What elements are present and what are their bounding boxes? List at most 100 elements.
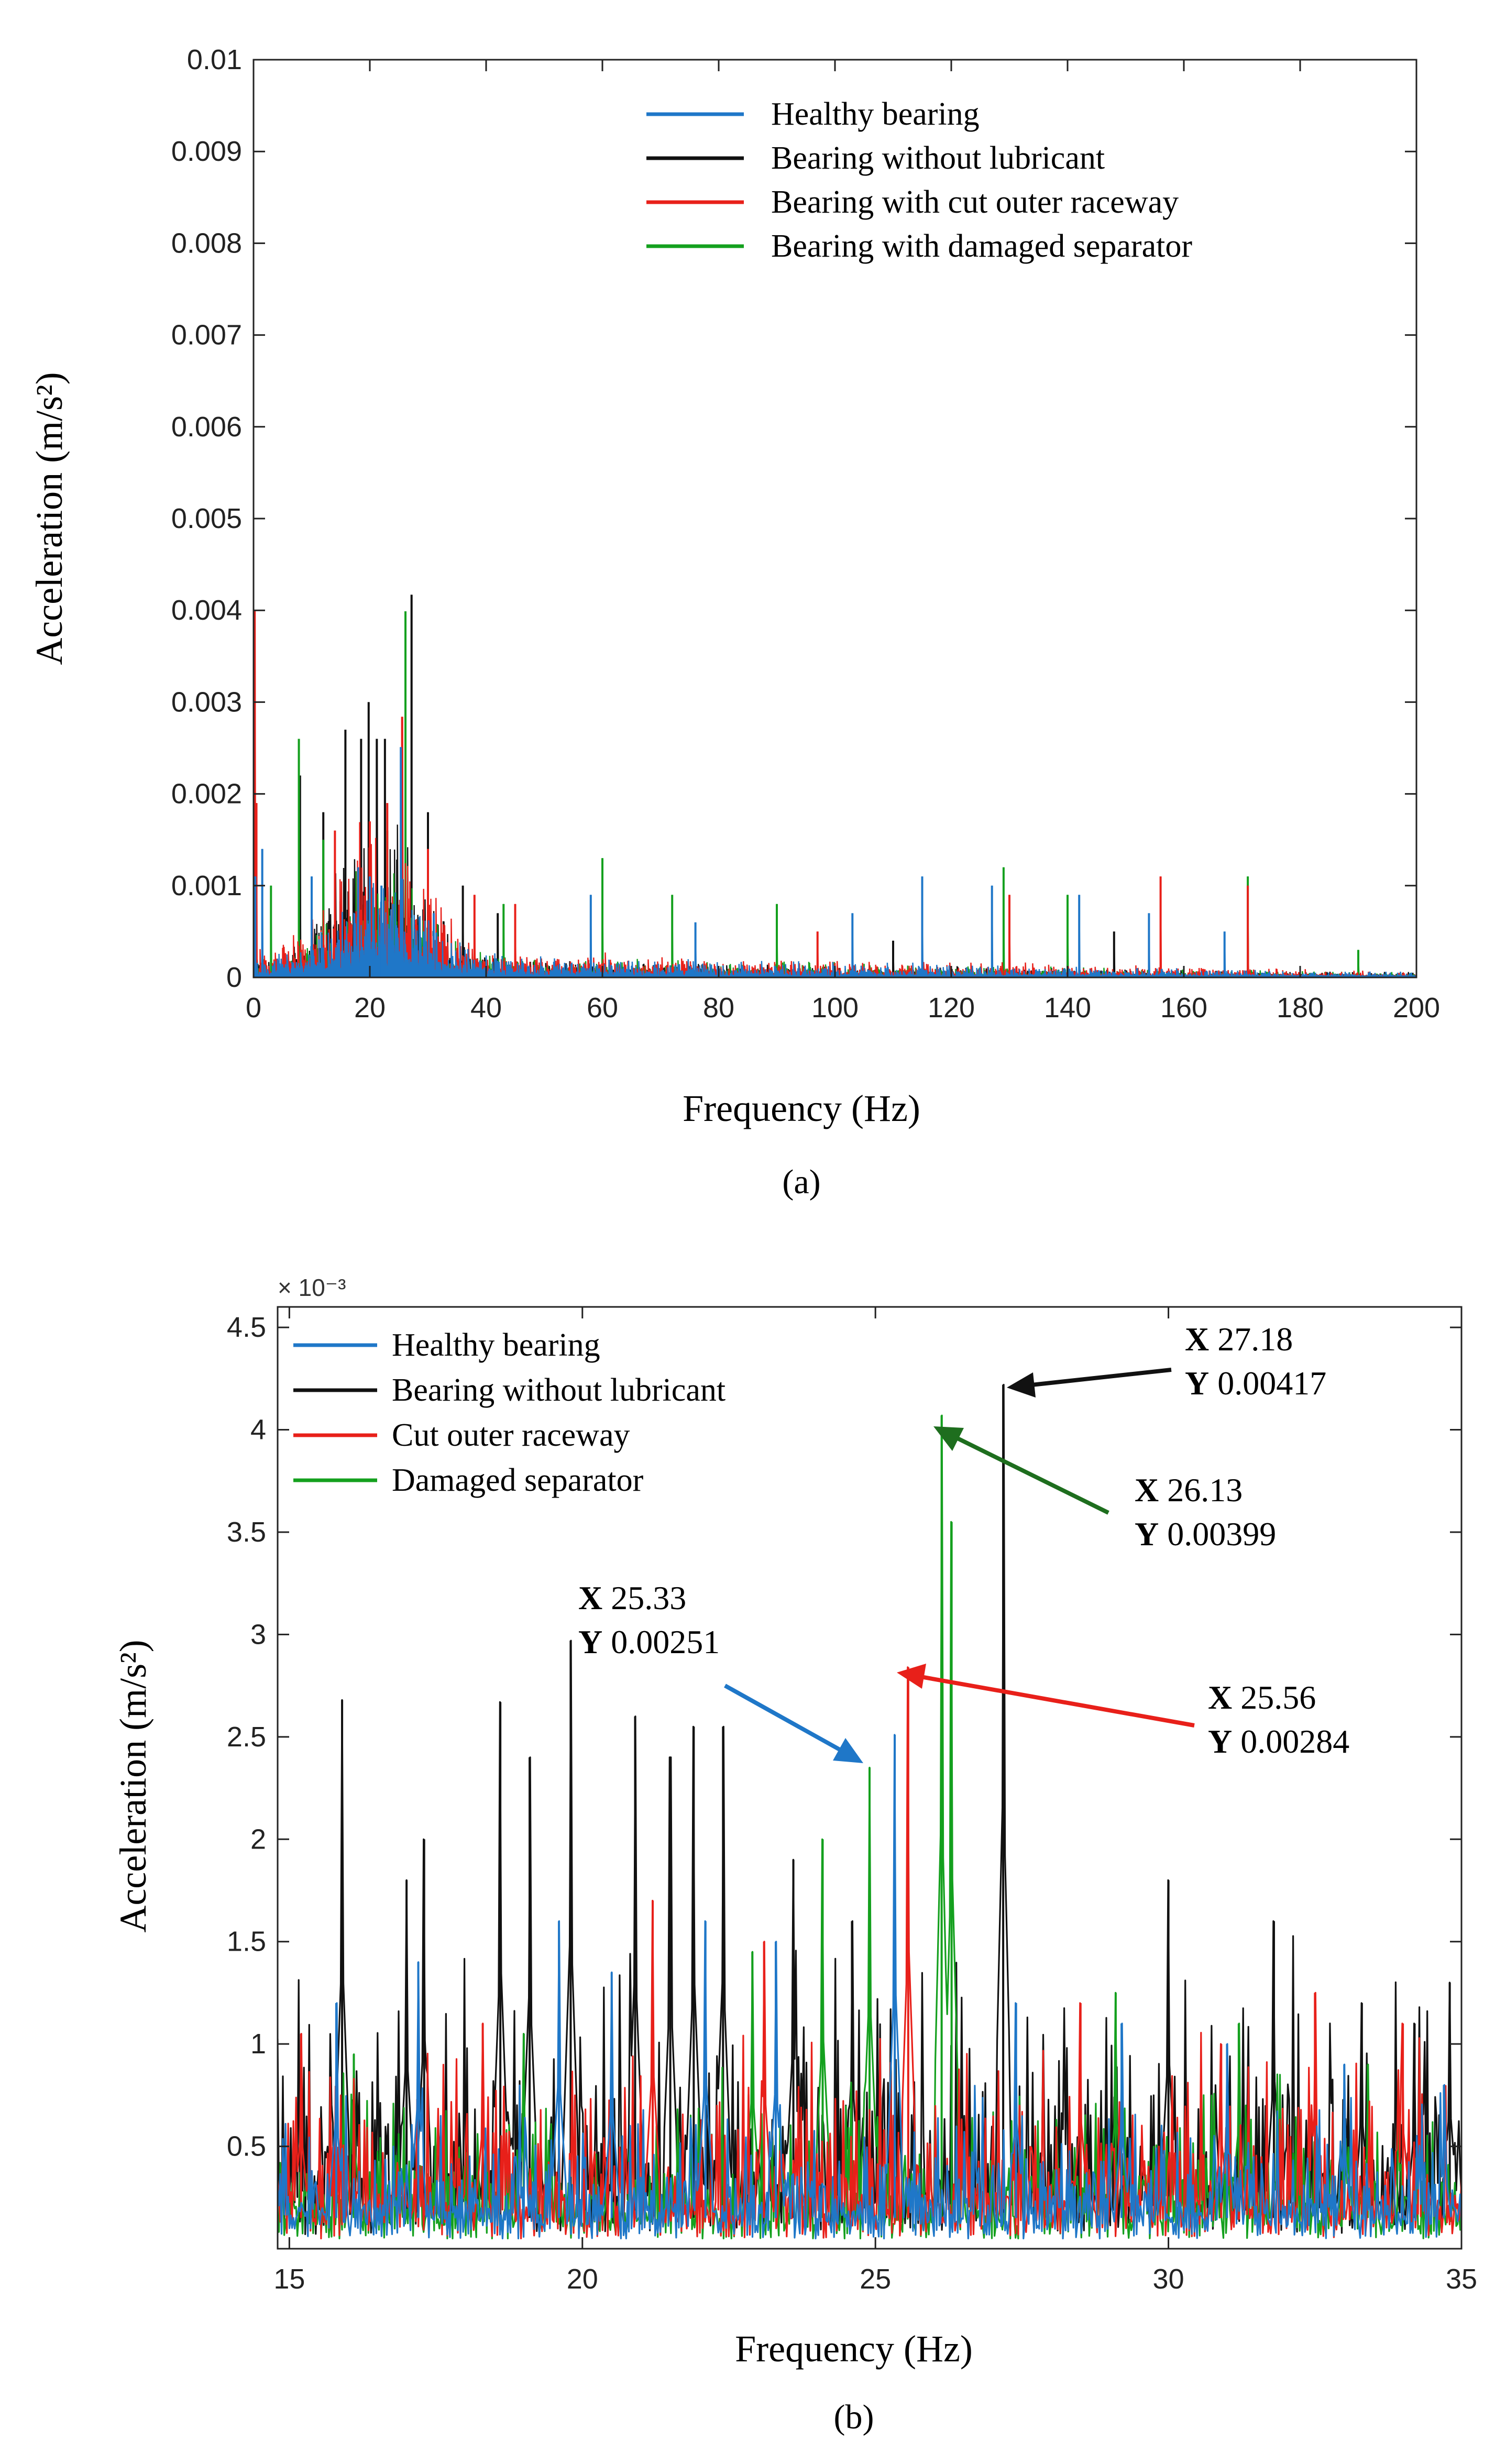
panel-b-caption: (b) (834, 2398, 874, 2436)
annot-4-x-value: 25.56 (1240, 1679, 1316, 1716)
panel-a-xtick-label: 180 (1277, 992, 1324, 1024)
panel-a-xtick-label: 60 (587, 992, 618, 1024)
legend-a-label-cut-raceway: Bearing with cut outer raceway (771, 184, 1179, 220)
panel-b-xtick-label: 15 (273, 2263, 305, 2295)
panel-b-y-axis-label: Acceleration (m/s²) (112, 1640, 154, 1932)
panel-a-ytick-label: 0.007 (171, 320, 242, 351)
panel-a-xtick-label: 200 (1393, 992, 1440, 1024)
panel-b-ytick-label: 2.5 (227, 1721, 266, 1753)
panel-b-plot-area (278, 1383, 1461, 2240)
panel-a-legend: Healthy bearing Bearing without lubrican… (646, 96, 1192, 264)
panel-b-annotations: X 27.18 Y 0.00417 X 26.13 Y 0.00399 X 25… (578, 1321, 1349, 1763)
panel-a-ytick-label: 0.004 (171, 595, 242, 626)
panel-a-y-ticks: 0 0.001 0.002 0.003 0.004 0.005 0.006 0.007 0.00… (171, 44, 1416, 993)
panel-a-x-ticks: 0 20 40 60 80 100 120 140 160 180 200 (246, 60, 1440, 1024)
panel-b-ytick-label: 4.5 (227, 1312, 266, 1343)
svg-text:X 26.13: X 26.13 (1135, 1471, 1243, 1509)
panel-a: 0 0.001 0.002 0.003 0.004 0.005 0.006 0.007 0.00… (28, 44, 1440, 1201)
annot-3-y-value: 0.00251 (611, 1623, 720, 1660)
annot-2-x-label: X (1135, 1471, 1159, 1509)
panel-a-xtick-label: 20 (354, 992, 386, 1024)
panel-b-x-ticks: 15 20 25 30 35 (273, 1307, 1477, 2295)
annotation-no-lubricant-peak: X 27.18 Y 0.00417 (1007, 1321, 1326, 1402)
panel-b-ytick-label: 1 (250, 2028, 266, 2060)
annot-3-arrow-line (724, 1684, 844, 1754)
panel-b-x-axis-label: Frequency (Hz) (735, 2328, 973, 2370)
annot-4-y-value: 0.00284 (1240, 1723, 1349, 1760)
legend-a-label-separator: Bearing with damaged separator (771, 228, 1192, 264)
annot-4-y-label: Y (1208, 1723, 1232, 1760)
annotation-cut-raceway-peak: X 25.56 Y 0.00284 (897, 1664, 1349, 1760)
panel-b-y-exponent: × 10⁻³ (278, 1274, 346, 1301)
panel-b: 0.5 1 1.5 2 2.5 3 3.5 4 4.5 15 20 25 30 35 × 10⁻³ He… (112, 1274, 1477, 2436)
legend-b-label-separator: Damaged separator (392, 1462, 644, 1498)
annot-1-arrow-head (1007, 1372, 1036, 1398)
panel-a-ytick-label: 0 (226, 962, 242, 993)
panel-b-y-ticks: 0.5 1 1.5 2 2.5 3 3.5 4 4.5 (227, 1312, 1461, 2162)
panel-a-x-axis-label: Frequency (Hz) (683, 1087, 920, 1129)
panel-a-xtick-label: 40 (470, 992, 502, 1024)
annot-2-arrow-line (952, 1434, 1109, 1515)
panel-b-ytick-label: 2 (250, 1823, 266, 1855)
panel-a-ytick-label: 0.009 (171, 136, 242, 167)
annot-1-y-value: 0.00417 (1217, 1365, 1326, 1402)
panel-a-ytick-label: 0.006 (171, 411, 242, 443)
panel-a-xtick-label: 100 (811, 992, 859, 1024)
annotation-separator-peak: X 26.13 Y 0.00399 (933, 1426, 1276, 1553)
panel-b-xtick-label: 20 (567, 2263, 598, 2295)
panel-a-xtick-label: 80 (703, 992, 734, 1024)
svg-text:X 25.56: X 25.56 (1208, 1679, 1316, 1716)
annot-2-x-value: 26.13 (1167, 1471, 1243, 1509)
annot-3-x-label: X (578, 1579, 602, 1616)
panel-b-axes-frame (277, 1306, 1463, 2250)
panel-a-ytick-label: 0.008 (171, 227, 242, 259)
annot-3-x-value: 25.33 (611, 1579, 686, 1616)
annot-1-y-label: Y (1185, 1365, 1209, 1402)
panel-a-xtick-label: 140 (1044, 992, 1091, 1024)
annot-4-x-label: X (1208, 1679, 1232, 1716)
panel-a-ytick-label: 0.005 (171, 503, 242, 534)
annot-1-x-label: X (1185, 1321, 1209, 1358)
panel-b-ytick-label: 4 (250, 1414, 266, 1446)
annotation-healthy-peak: X 25.33 Y 0.00251 (578, 1579, 863, 1763)
panel-b-series-1-line (278, 1734, 1461, 2240)
legend-a-label-no-lubricant: Bearing without lubricant (771, 140, 1105, 176)
svg-text:Y 0.00399: Y 0.00399 (1135, 1515, 1276, 1553)
panel-a-plot-area (254, 595, 1416, 977)
annot-3-y-label: Y (578, 1623, 602, 1660)
panel-a-y-axis-label: Acceleration (m/s²) (28, 372, 70, 665)
panel-a-caption: (a) (782, 1163, 820, 1201)
legend-a-label-healthy: Healthy bearing (771, 96, 980, 132)
panel-a-xtick-label: 160 (1160, 992, 1207, 1024)
panel-b-ytick-label: 3 (250, 1619, 266, 1650)
svg-text:Y 0.00251: Y 0.00251 (578, 1623, 720, 1660)
svg-text:Y 0.00284: Y 0.00284 (1208, 1723, 1349, 1760)
panel-b-xtick-label: 35 (1446, 2263, 1477, 2295)
panel-a-ytick-label: 0.001 (171, 870, 242, 901)
panel-b-legend: Healthy bearing Bearing without lubrican… (293, 1327, 725, 1498)
legend-b-label-cut-raceway: Cut outer raceway (392, 1417, 630, 1453)
annot-4-arrow-head (897, 1664, 926, 1689)
svg-text:X 27.18: X 27.18 (1185, 1321, 1293, 1358)
panel-b-ytick-label: 3.5 (227, 1516, 266, 1548)
panel-a-ytick-label: 0.003 (171, 686, 242, 718)
panel-a-ytick-label: 0.01 (187, 44, 242, 75)
panel-b-ytick-label: 0.5 (227, 2131, 266, 2162)
panel-b-ytick-label: 1.5 (227, 1926, 266, 1957)
annot-2-y-label: Y (1135, 1515, 1159, 1553)
annot-2-y-value: 0.00399 (1167, 1515, 1276, 1553)
annot-1-x-value: 27.18 (1217, 1321, 1293, 1358)
legend-b-label-healthy: Healthy bearing (392, 1327, 600, 1363)
legend-b-label-no-lubricant: Bearing without lubricant (392, 1372, 725, 1408)
svg-text:Y 0.00417: Y 0.00417 (1185, 1365, 1326, 1402)
svg-text:X 25.33: X 25.33 (578, 1579, 686, 1616)
annot-2-arrow-head (933, 1426, 964, 1451)
panel-a-xtick-label: 0 (246, 992, 261, 1024)
annot-3-arrow-head (833, 1738, 863, 1763)
annot-1-arrow-line (1026, 1368, 1172, 1388)
panel-a-xtick-label: 120 (928, 992, 975, 1024)
panel-a-ytick-label: 0.002 (171, 778, 242, 810)
annot-4-arrow-line (917, 1674, 1195, 1728)
panel-b-xtick-label: 25 (860, 2263, 891, 2295)
